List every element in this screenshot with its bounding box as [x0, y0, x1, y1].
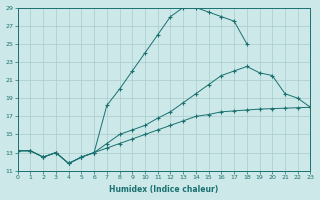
- X-axis label: Humidex (Indice chaleur): Humidex (Indice chaleur): [109, 185, 219, 194]
